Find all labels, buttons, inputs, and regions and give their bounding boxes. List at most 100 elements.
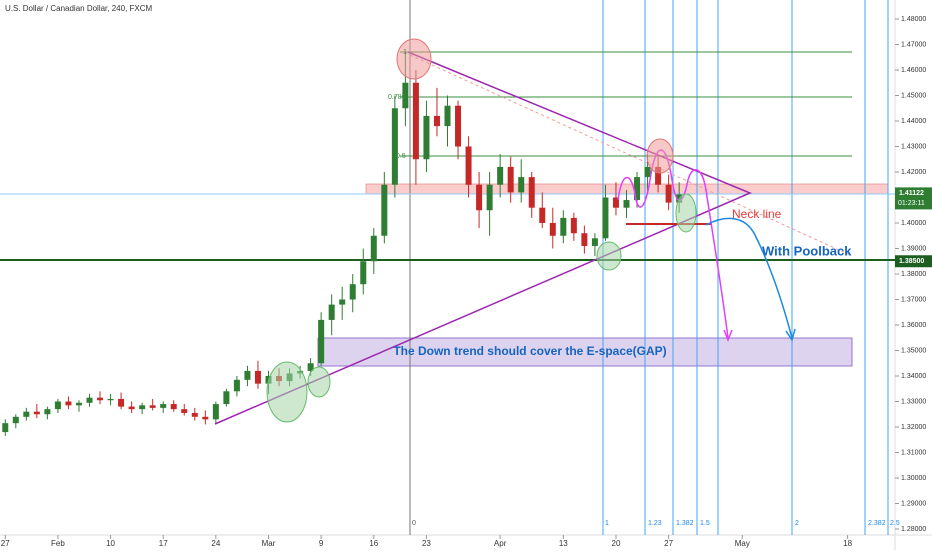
axes: 1.28000 1.29000 1.30000 1.31000 1.32000 1.330… xyxy=(1,16,932,548)
arrow-head xyxy=(723,329,733,343)
candle-body xyxy=(128,406,135,410)
y-tick-label: 1.44000 xyxy=(901,118,926,125)
overlays: U.S. Dollar / Canadian Dollar, 240, FXCM… xyxy=(5,4,900,527)
trend-line xyxy=(409,54,851,256)
y-tick-label: 1.37000 xyxy=(901,296,926,303)
candle-body xyxy=(254,370,261,384)
candle-body xyxy=(328,304,335,320)
candle-body xyxy=(423,115,430,160)
highlight-circle xyxy=(675,193,697,233)
highlight-circle xyxy=(396,38,432,80)
x-tick-label: 9 xyxy=(319,539,324,548)
y-tick-label: 1.42000 xyxy=(901,169,926,176)
candle-body xyxy=(391,108,398,185)
candle-body xyxy=(370,235,377,262)
candle-body xyxy=(476,184,483,211)
candle-body xyxy=(75,402,82,406)
y-tick-label: 1.31000 xyxy=(901,449,926,456)
candle-body xyxy=(570,217,577,234)
y-tick-label: 1.45000 xyxy=(901,92,926,99)
gap-label: The Down trend should cover the E-space(… xyxy=(393,344,666,358)
candle-body xyxy=(118,398,125,407)
time-fib-label: 2 xyxy=(795,520,799,527)
candle-body xyxy=(381,184,388,236)
triangle xyxy=(214,51,752,425)
fib-label: 0.5 xyxy=(396,153,406,160)
candle-body xyxy=(560,217,567,236)
gap-zone xyxy=(317,337,853,367)
candle-body xyxy=(97,397,104,401)
pullback-label: With Poolback xyxy=(762,243,852,258)
candle-body xyxy=(349,284,356,300)
candle-body xyxy=(223,391,230,405)
y-tick-label: 1.47000 xyxy=(901,41,926,48)
time-fib-label: 2.5 xyxy=(890,520,900,527)
x-tick-label: 16 xyxy=(369,539,378,548)
countdown-label: 01:23:11 xyxy=(898,200,925,207)
arrow-head xyxy=(785,328,796,342)
candle-body xyxy=(497,166,504,185)
candle-body xyxy=(444,105,451,127)
candle-body xyxy=(549,223,556,236)
time-fib-label: 1.5 xyxy=(700,520,710,527)
x-tick-label: 27 xyxy=(664,539,673,548)
level-badge-label: 1.38500 xyxy=(899,258,924,265)
y-tick-label: 1.34000 xyxy=(901,373,926,380)
level-badge xyxy=(895,255,932,268)
candle-body xyxy=(107,398,114,401)
y-tick-label: 1.43000 xyxy=(901,143,926,150)
x-tick-label: 10 xyxy=(106,539,115,548)
candle-body xyxy=(486,184,493,211)
candle-body xyxy=(44,409,51,415)
projection-path xyxy=(617,149,729,339)
x-tick-label: Apr xyxy=(494,539,507,548)
candle-body xyxy=(33,411,40,415)
time-fib-label: 1 xyxy=(605,520,609,527)
candle-body xyxy=(507,166,514,193)
y-tick-label: 1.29000 xyxy=(901,500,926,507)
candle-body xyxy=(360,261,367,285)
x-tick-label: Mar xyxy=(262,539,276,548)
pullback-path xyxy=(705,217,793,339)
highlight-circle xyxy=(266,361,308,423)
candle-body xyxy=(455,105,462,147)
y-tick-label: 1.30000 xyxy=(901,475,926,482)
y-tick-label: 1.40000 xyxy=(901,220,926,227)
candle-body xyxy=(412,82,419,160)
candle-body xyxy=(181,409,188,413)
candle-body xyxy=(634,177,641,201)
x-tick-label: Feb xyxy=(51,539,65,548)
candle-body xyxy=(539,207,546,223)
candle-body xyxy=(339,299,346,305)
x-tick-label: 24 xyxy=(211,539,220,548)
candle-body xyxy=(612,197,619,208)
candle-body xyxy=(602,197,609,239)
candle-body xyxy=(12,416,19,424)
candle-body xyxy=(623,200,630,208)
x-tick-label: 23 xyxy=(422,539,431,548)
candle-body xyxy=(518,177,525,193)
time-fib-label: 0 xyxy=(412,520,416,527)
y-tick-label: 1.36000 xyxy=(901,322,926,329)
price-badge xyxy=(895,187,932,210)
x-tick-label: 13 xyxy=(559,539,568,548)
candle-body xyxy=(170,404,177,410)
time-fib-label: 1.23 xyxy=(648,520,662,527)
y-tick-label: 1.28000 xyxy=(901,526,926,533)
fib-label: 0.786 xyxy=(388,94,406,101)
highlight-circle xyxy=(596,241,622,271)
y-tick-label: 1.39000 xyxy=(901,245,926,252)
candle-body xyxy=(86,397,93,403)
candle-body xyxy=(202,416,209,420)
candle-body xyxy=(402,82,409,109)
y-tick-label: 1.35000 xyxy=(901,347,926,354)
candle-body xyxy=(160,404,167,408)
candle-body xyxy=(644,166,651,178)
fib-label: 1 xyxy=(403,49,407,56)
candle-body xyxy=(54,401,61,410)
candle-body xyxy=(191,412,198,417)
y-tick-label: 1.48000 xyxy=(901,16,926,23)
candle-body xyxy=(65,401,72,406)
